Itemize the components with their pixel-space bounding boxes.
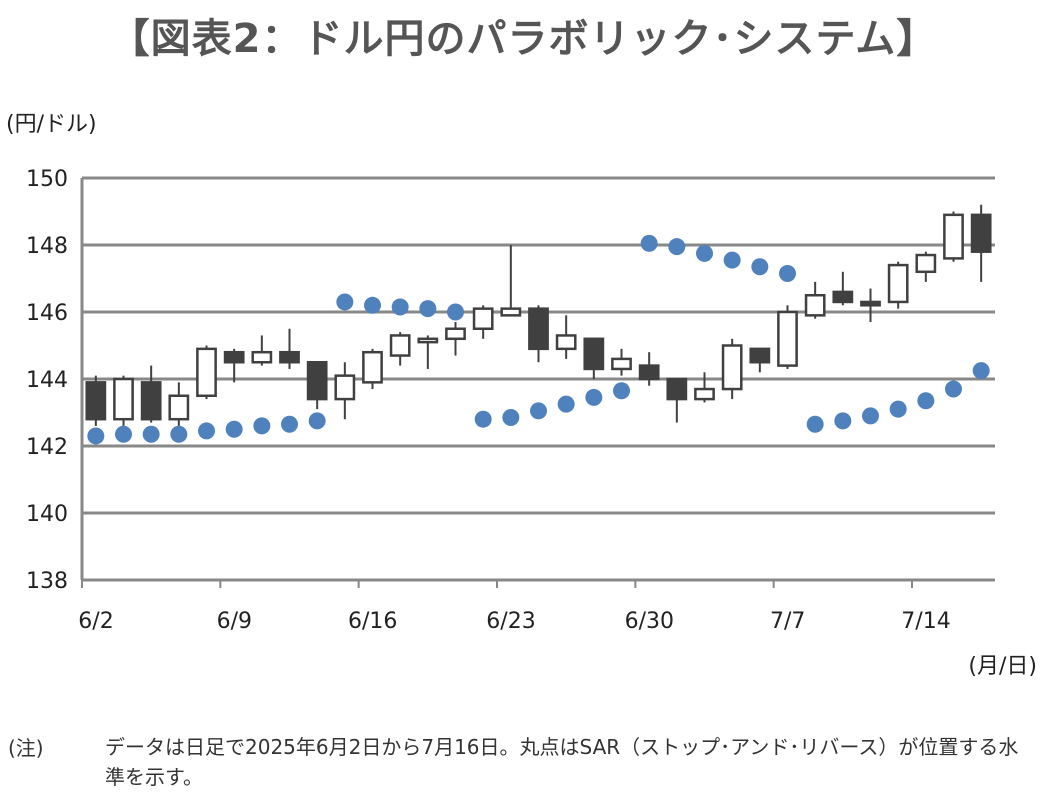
candle-bullish	[694, 387, 715, 401]
y-tick-label: 150	[26, 167, 68, 192]
sar-dot	[889, 400, 907, 418]
candle-bullish	[915, 253, 937, 274]
candle-bullish	[196, 347, 217, 398]
x-tick-label: 6/16	[348, 609, 397, 634]
y-tick-label: 140	[26, 502, 68, 527]
sar-dot	[391, 298, 409, 316]
sar-dot	[806, 415, 824, 433]
candle-bullish	[555, 334, 577, 351]
candle-bearish	[223, 350, 245, 364]
sar-dot	[474, 410, 492, 428]
candle-bearish	[666, 377, 688, 401]
candle-bullish	[362, 350, 383, 384]
y-tick-label: 138	[26, 569, 68, 594]
note-label: (注)	[8, 736, 44, 760]
y-tick-label: 142	[26, 435, 68, 460]
x-tick-labels: 6/2 6/9 6/16 6/23 6/30 7/7 7/14	[78, 609, 950, 634]
x-tick-label: 6/30	[625, 609, 674, 634]
y-tick-labels: 138 140 142 144 146 148 150	[26, 167, 68, 594]
candle-bullish	[417, 337, 439, 344]
candle-bearish	[583, 337, 605, 371]
y-tick-label: 146	[26, 301, 68, 326]
sar-dot	[779, 264, 796, 282]
sar-dot	[917, 392, 935, 410]
sar-dot	[613, 382, 630, 400]
sar-dot	[225, 420, 243, 438]
sar-dot	[557, 395, 575, 413]
sar-dot	[972, 362, 990, 380]
candle-bullish	[389, 334, 411, 357]
chart-title: 【図表2：ドル円のパラボリック･システム】	[109, 16, 938, 62]
x-tick-label: 6/2	[78, 609, 113, 634]
sar-dot	[945, 380, 962, 398]
candle-bullish	[472, 307, 494, 330]
candle-bullish	[943, 213, 964, 260]
sar-dot	[585, 388, 603, 406]
candle-bearish	[970, 213, 992, 253]
candle-bullish	[721, 344, 743, 391]
sar-dot	[364, 296, 381, 314]
sar-dot	[751, 258, 769, 276]
candle-bearish	[140, 381, 162, 421]
sar-dot	[281, 415, 298, 433]
candle-bearish	[306, 361, 328, 401]
x-tick-label: 7/7	[770, 609, 805, 634]
candle-bearish	[528, 307, 549, 351]
sar-dot	[530, 402, 547, 420]
sar-dots	[87, 234, 990, 445]
sar-dot	[834, 412, 852, 430]
candle-bullish	[500, 307, 522, 317]
candle-bullish	[777, 310, 798, 367]
x-tick-label: 6/23	[486, 609, 535, 634]
sar-dot	[336, 293, 354, 311]
candle-bearish	[85, 381, 107, 421]
axes	[80, 178, 995, 588]
sar-dot	[115, 425, 132, 443]
candles	[85, 204, 992, 426]
sar-dot	[502, 409, 520, 427]
note-text: データは日足で2025年6月2日から7月16日。丸点はSAR（ストップ･アンド･…	[105, 735, 1019, 789]
candle-bullish	[113, 377, 134, 421]
sar-dot	[87, 427, 105, 445]
y-tick-label: 148	[26, 234, 68, 259]
sar-dot	[723, 251, 741, 269]
candle-bearish	[279, 350, 300, 364]
candle-bearish	[860, 300, 881, 307]
candle-bullish	[804, 294, 826, 317]
candle-bullish	[445, 327, 466, 341]
sar-dot	[640, 234, 658, 252]
sar-dot	[696, 244, 713, 262]
y-axis-unit-label: (円/ドル)	[6, 112, 97, 137]
candle-bullish	[334, 374, 356, 401]
candle-bullish	[251, 350, 273, 364]
candle-bullish	[168, 394, 190, 421]
x-axis-unit-label: (月/日)	[968, 654, 1037, 679]
candle-bearish	[749, 347, 771, 364]
sar-dot	[668, 238, 686, 256]
x-tick-label: 6/9	[217, 609, 252, 634]
candle-bearish	[832, 290, 854, 304]
sar-dot	[862, 407, 879, 425]
candle-bullish	[611, 357, 632, 371]
sar-dot	[447, 303, 464, 321]
y-tick-label: 144	[26, 368, 68, 393]
candle-bullish	[887, 263, 909, 304]
x-tick-label: 7/14	[901, 609, 950, 634]
sar-dot	[198, 422, 215, 440]
sar-dot	[142, 425, 160, 443]
sar-dot	[170, 425, 188, 443]
candle-bearish	[638, 364, 660, 381]
sar-dot	[419, 300, 437, 318]
sar-dot	[308, 412, 326, 430]
sar-dot	[253, 417, 271, 435]
